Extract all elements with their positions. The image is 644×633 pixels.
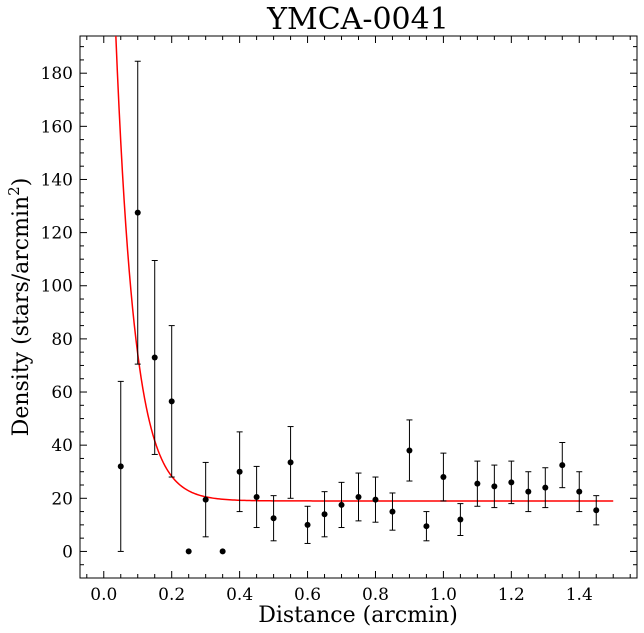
data-point	[423, 523, 430, 530]
data-point	[321, 511, 328, 518]
data-point	[457, 516, 464, 523]
data-point	[219, 548, 226, 555]
data-point	[576, 488, 583, 495]
data-point	[185, 548, 192, 555]
y-tick-label: 140	[41, 170, 73, 190]
x-tick-label: 1.4	[566, 585, 593, 605]
data-point	[525, 488, 532, 495]
data-point	[202, 496, 209, 503]
x-axis-label: Distance (arcmin)	[258, 603, 458, 628]
y-axis-label: Density (stars/arcmin2)	[5, 178, 34, 437]
data-point	[270, 515, 277, 522]
y-tick-label: 80	[51, 330, 73, 350]
data-point	[338, 501, 345, 508]
data-point	[287, 459, 294, 466]
data-point	[542, 484, 549, 491]
data-points-group	[117, 60, 600, 555]
data-point	[559, 462, 566, 469]
y-tick-label: 160	[41, 117, 73, 137]
data-point	[253, 493, 260, 500]
data-point	[372, 496, 379, 503]
y-tick-label: 100	[41, 277, 73, 297]
data-point	[355, 493, 362, 500]
data-point	[134, 209, 141, 216]
x-tick-label: 0.6	[294, 585, 321, 605]
data-point	[389, 508, 396, 515]
chart-title: YMCA-0041	[266, 2, 449, 37]
y-tick-label: 120	[41, 224, 73, 244]
x-tick-label: 0.8	[362, 585, 389, 605]
x-tick-label: 0.4	[226, 585, 253, 605]
data-point	[508, 479, 515, 486]
y-axis-label-superscript: 2	[5, 186, 23, 196]
data-point	[151, 354, 158, 361]
data-point	[168, 398, 175, 405]
x-tick-label: 0.2	[158, 585, 185, 605]
data-point	[406, 447, 413, 454]
data-point	[491, 483, 498, 490]
data-point	[474, 480, 481, 487]
data-point	[593, 507, 600, 514]
y-tick-label: 180	[41, 64, 73, 84]
y-axis-label-close: )	[9, 178, 34, 187]
data-point	[236, 468, 243, 475]
y-axis-label-main: Density (stars/arcmin	[9, 196, 34, 437]
data-point	[440, 474, 447, 481]
x-tick-label: 0.0	[90, 585, 117, 605]
axis-ticks: 0.0 0.2 0.4 0.6 0.8 1.0 1.2 1.4 0 20 40 60 80 100 120 1…	[41, 36, 637, 605]
y-tick-label: 0	[62, 542, 73, 562]
data-point	[304, 521, 311, 528]
y-tick-label: 20	[51, 489, 73, 509]
x-tick-label: 1.2	[498, 585, 525, 605]
y-tick-label: 60	[51, 383, 73, 403]
x-tick-label: 1.0	[430, 585, 457, 605]
data-point	[117, 463, 124, 470]
y-tick-label: 40	[51, 436, 73, 456]
